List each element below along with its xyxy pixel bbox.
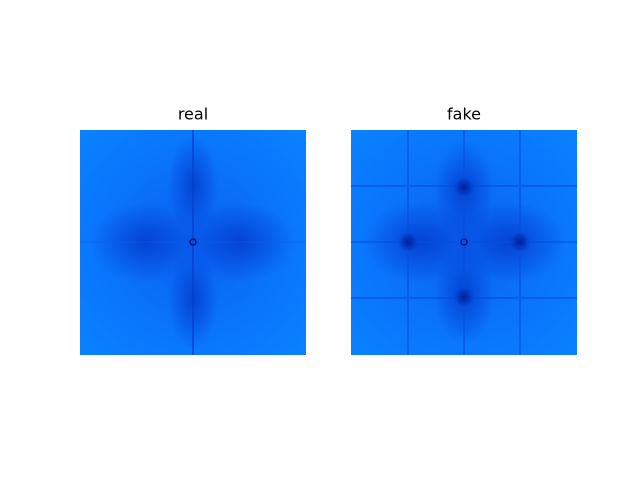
panel-title: real	[178, 105, 208, 124]
spectrum-image	[80, 130, 306, 355]
panel-title: fake	[447, 105, 481, 124]
spectrum-image	[351, 130, 577, 355]
